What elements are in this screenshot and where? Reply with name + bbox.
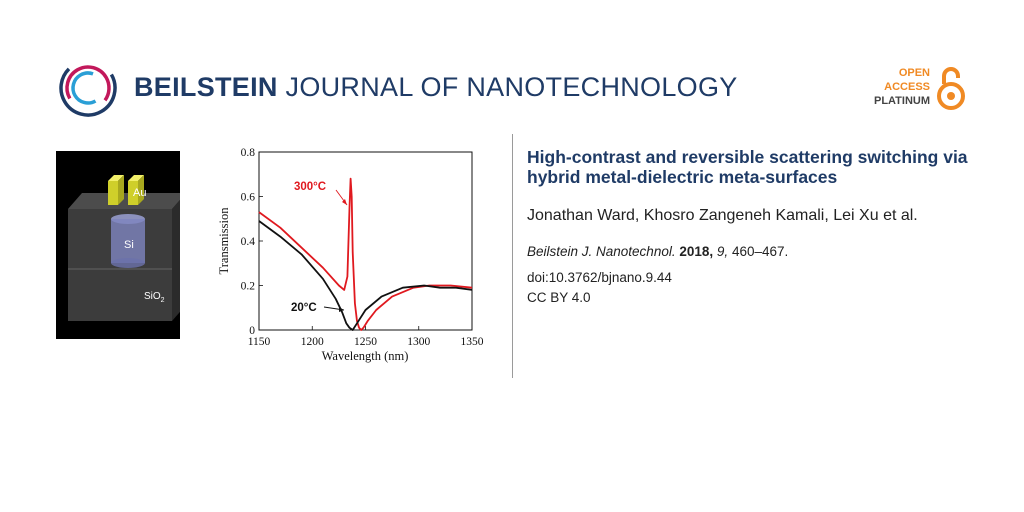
label-sio2: SiO2 xyxy=(144,291,165,304)
article-info: High-contrast and reversible scattering … xyxy=(527,147,979,305)
x-axis-label: Wavelength (nm) xyxy=(322,349,409,363)
open-lock-icon xyxy=(937,67,965,110)
journal-title-rest: JOURNAL OF NANOTECHNOLOGY xyxy=(285,72,738,102)
series-20c-line xyxy=(258,220,473,331)
transmission-chart: 0 0.2 0.4 0.6 0.8 1150 1200 1250 1300 1350 300°C… xyxy=(217,147,484,363)
oa-access-label: ACCESS xyxy=(884,81,930,93)
y-axis-label: Transmission xyxy=(217,207,231,275)
open-access-badge: OPEN ACCESS PLATINUM xyxy=(856,66,966,112)
x-tick-label: 1150 xyxy=(248,336,271,348)
x-tick-label: 1350 xyxy=(461,336,484,348)
annotation-300c-arrowhead xyxy=(342,199,347,205)
y-tick-label: 0.2 xyxy=(241,281,256,293)
citation-pages: 460–467. xyxy=(731,244,789,259)
vertical-divider xyxy=(512,134,513,378)
y-tick-label: 0.4 xyxy=(241,236,256,248)
label-sio2-sub: 2 xyxy=(160,297,165,304)
annotation-20c-arrowhead xyxy=(339,307,344,312)
x-tick-label: 1200 xyxy=(301,336,324,348)
x-tick-label: 1250 xyxy=(354,336,377,348)
article-license[interactable]: CC BY 4.0 xyxy=(527,290,591,305)
article-authors: Jonathan Ward, Khosro Zangeneh Kamali, L… xyxy=(527,207,918,224)
oa-open-label: OPEN xyxy=(898,67,930,79)
article-doi[interactable]: doi:10.3762/bjnano.9.44 xyxy=(527,270,672,285)
journal-title-bold: BEILSTEIN xyxy=(134,72,278,102)
y-tick-label: 0.6 xyxy=(241,192,256,204)
citation-year: 2018, xyxy=(679,244,714,259)
label-si: Si xyxy=(124,239,134,251)
article-title[interactable]: High-contrast and reversible scattering … xyxy=(527,147,968,187)
journal-title: BEILSTEIN JOURNAL OF NANOTECHNOLOGY xyxy=(134,72,738,103)
oa-platinum-label: PLATINUM xyxy=(873,95,930,107)
beilstein-logo-icon xyxy=(59,59,117,117)
article-citation: Beilstein J. Nanotechnol. 2018, 9, 460–4… xyxy=(527,244,979,259)
annotation-300c: 300°C xyxy=(294,181,326,193)
citation-journal: Beilstein J. Nanotechnol. xyxy=(527,244,676,259)
series-300c-line xyxy=(258,177,473,331)
y-tick-label: 0 xyxy=(249,325,255,337)
x-tick-label: 1300 xyxy=(407,336,430,348)
y-tick-label: 0.8 xyxy=(241,147,256,159)
label-au: Au xyxy=(133,187,147,199)
citation-volume: 9, xyxy=(716,244,729,259)
label-sio2-main: SiO xyxy=(144,291,161,302)
annotation-20c: 20°C xyxy=(291,302,317,314)
metasurface-schematic: Au Si SiO2 xyxy=(56,151,180,339)
